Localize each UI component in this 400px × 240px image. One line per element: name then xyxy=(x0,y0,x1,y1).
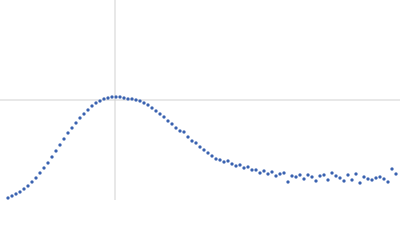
point xyxy=(98,99,102,103)
point xyxy=(86,108,90,112)
point xyxy=(134,98,138,102)
point xyxy=(310,175,314,179)
point xyxy=(222,160,226,164)
point xyxy=(350,178,354,182)
point xyxy=(94,101,98,105)
point xyxy=(138,99,142,103)
point xyxy=(206,151,210,155)
point xyxy=(102,97,106,101)
point xyxy=(390,167,394,171)
point xyxy=(338,176,342,180)
point xyxy=(118,95,122,99)
point xyxy=(246,165,250,169)
point xyxy=(226,159,230,163)
point xyxy=(330,171,334,175)
point xyxy=(358,181,362,185)
point xyxy=(58,143,62,147)
point xyxy=(290,174,294,178)
point xyxy=(282,171,286,175)
point xyxy=(250,168,254,172)
point xyxy=(374,176,378,180)
point xyxy=(346,173,350,177)
point xyxy=(50,155,54,159)
point xyxy=(146,103,150,107)
point xyxy=(26,184,30,188)
point xyxy=(326,178,330,182)
point xyxy=(182,130,186,134)
point xyxy=(90,104,94,108)
point xyxy=(210,154,214,158)
point xyxy=(370,178,374,182)
point xyxy=(386,180,390,184)
point xyxy=(78,116,82,120)
point xyxy=(202,148,206,152)
point xyxy=(322,173,326,177)
point xyxy=(170,122,174,126)
point xyxy=(270,170,274,174)
point xyxy=(70,126,74,130)
point xyxy=(234,164,238,168)
point xyxy=(34,176,38,180)
point xyxy=(22,187,26,191)
point xyxy=(150,106,154,110)
point xyxy=(10,194,14,198)
point xyxy=(38,171,42,175)
point xyxy=(162,115,166,119)
point xyxy=(318,174,322,178)
point xyxy=(106,96,110,100)
point xyxy=(306,173,310,177)
point xyxy=(154,109,158,113)
point xyxy=(258,171,262,175)
point xyxy=(178,129,182,133)
point xyxy=(238,163,242,167)
point xyxy=(198,145,202,149)
point xyxy=(46,161,50,165)
point xyxy=(110,95,114,99)
point xyxy=(382,177,386,181)
point xyxy=(366,177,370,181)
point xyxy=(158,112,162,116)
point xyxy=(166,119,170,123)
point xyxy=(186,135,190,139)
point xyxy=(394,172,398,176)
point xyxy=(262,169,266,173)
point xyxy=(266,172,270,176)
point xyxy=(30,180,34,184)
point xyxy=(230,162,234,166)
point xyxy=(362,175,366,179)
point xyxy=(334,174,338,178)
point xyxy=(378,175,382,179)
point xyxy=(294,175,298,179)
point xyxy=(54,149,58,153)
chart xyxy=(0,0,400,200)
point xyxy=(82,112,86,116)
point xyxy=(42,166,46,170)
point xyxy=(122,96,126,100)
point xyxy=(14,192,18,196)
point xyxy=(214,157,218,161)
point xyxy=(190,139,194,143)
point xyxy=(342,179,346,183)
point xyxy=(314,179,318,183)
point xyxy=(274,174,278,178)
point xyxy=(302,177,306,181)
point xyxy=(66,131,70,135)
point xyxy=(130,97,134,101)
point xyxy=(62,137,66,141)
point xyxy=(114,95,118,99)
point xyxy=(126,97,130,101)
point xyxy=(6,196,10,200)
point xyxy=(298,173,302,177)
point xyxy=(18,190,22,194)
point xyxy=(174,126,178,130)
point xyxy=(74,121,78,125)
point xyxy=(194,141,198,145)
point xyxy=(142,101,146,105)
point xyxy=(242,166,246,170)
point xyxy=(254,168,258,172)
point xyxy=(354,172,358,176)
point xyxy=(278,172,282,176)
point xyxy=(218,158,222,162)
point xyxy=(286,180,290,184)
